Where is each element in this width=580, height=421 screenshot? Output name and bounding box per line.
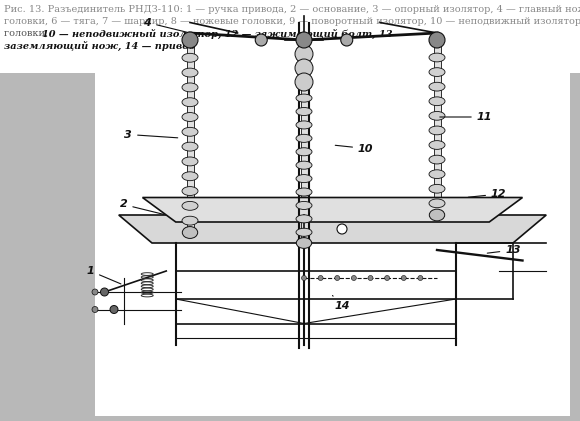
Polygon shape	[119, 215, 546, 243]
Circle shape	[255, 34, 267, 46]
Ellipse shape	[182, 53, 198, 62]
Circle shape	[318, 275, 323, 280]
Circle shape	[341, 34, 353, 46]
Ellipse shape	[296, 237, 311, 248]
Ellipse shape	[429, 82, 445, 91]
Text: головки,: головки,	[4, 29, 51, 38]
Ellipse shape	[182, 157, 198, 166]
Ellipse shape	[429, 126, 445, 135]
Ellipse shape	[296, 134, 312, 142]
Circle shape	[92, 289, 98, 295]
Ellipse shape	[429, 199, 445, 208]
Ellipse shape	[182, 187, 198, 195]
Ellipse shape	[296, 148, 312, 156]
Ellipse shape	[182, 83, 198, 92]
Ellipse shape	[182, 216, 198, 225]
Ellipse shape	[429, 209, 445, 221]
Circle shape	[302, 275, 306, 280]
Text: 10 — неподвижный изолятор, 12 — зажимающий болт, 13 —: 10 — неподвижный изолятор, 12 — зажимающ…	[42, 29, 405, 39]
Ellipse shape	[429, 184, 445, 193]
Circle shape	[385, 275, 390, 280]
Circle shape	[92, 306, 98, 312]
Text: 3: 3	[124, 130, 177, 139]
Text: 1: 1	[86, 266, 121, 284]
Ellipse shape	[298, 77, 310, 88]
Ellipse shape	[296, 121, 312, 129]
Ellipse shape	[296, 107, 312, 115]
Text: 14: 14	[332, 296, 350, 311]
Ellipse shape	[182, 201, 198, 210]
Circle shape	[337, 224, 347, 234]
Circle shape	[295, 73, 313, 91]
Bar	[187, 40, 194, 232]
Ellipse shape	[431, 34, 443, 46]
Text: 4: 4	[143, 18, 187, 32]
Ellipse shape	[182, 226, 198, 238]
Ellipse shape	[182, 98, 198, 107]
Text: 10: 10	[335, 144, 374, 154]
Circle shape	[296, 32, 312, 48]
Circle shape	[351, 275, 356, 280]
Ellipse shape	[182, 68, 198, 77]
Circle shape	[418, 275, 423, 280]
Bar	[95, 66, 570, 416]
Circle shape	[182, 32, 198, 48]
Ellipse shape	[429, 170, 445, 179]
Ellipse shape	[296, 175, 312, 183]
Circle shape	[100, 288, 108, 296]
Ellipse shape	[182, 128, 198, 136]
Bar	[433, 40, 440, 215]
Polygon shape	[143, 197, 523, 222]
Ellipse shape	[182, 112, 198, 121]
Ellipse shape	[184, 34, 196, 46]
Ellipse shape	[429, 68, 445, 77]
Ellipse shape	[429, 141, 445, 149]
Text: головки, 6 — тяга, 7 — шарнир, 8 — ножевые головки, 9 — поворотный изолятор, 10 : головки, 6 — тяга, 7 — шарнир, 8 — ножев…	[4, 17, 580, 26]
Ellipse shape	[296, 188, 312, 196]
Text: Рис. 13. Разъединитель РНДЗ-110: 1 — ручка привода, 2 — основание, 3 — опорный и: Рис. 13. Разъединитель РНДЗ-110: 1 — руч…	[4, 5, 580, 14]
Text: заземляющий нож, 14 — привод: заземляющий нож, 14 — привод	[4, 41, 195, 51]
Ellipse shape	[429, 53, 445, 62]
Ellipse shape	[429, 97, 445, 106]
Text: 11: 11	[440, 112, 492, 122]
Text: 13: 13	[487, 245, 521, 255]
Circle shape	[429, 32, 445, 48]
Ellipse shape	[296, 94, 312, 102]
Circle shape	[295, 45, 313, 63]
Text: 12: 12	[468, 189, 506, 199]
Circle shape	[368, 275, 373, 280]
Circle shape	[335, 275, 340, 280]
Ellipse shape	[429, 112, 445, 120]
Bar	[300, 82, 307, 243]
Text: 2: 2	[119, 200, 164, 214]
Ellipse shape	[296, 215, 312, 223]
Ellipse shape	[296, 201, 312, 210]
Ellipse shape	[429, 155, 445, 164]
Ellipse shape	[182, 172, 198, 181]
Ellipse shape	[296, 161, 312, 169]
Ellipse shape	[182, 142, 198, 151]
Circle shape	[295, 59, 313, 77]
Circle shape	[110, 306, 118, 314]
Bar	[0, 0, 580, 73]
Ellipse shape	[296, 228, 312, 236]
Circle shape	[401, 275, 406, 280]
